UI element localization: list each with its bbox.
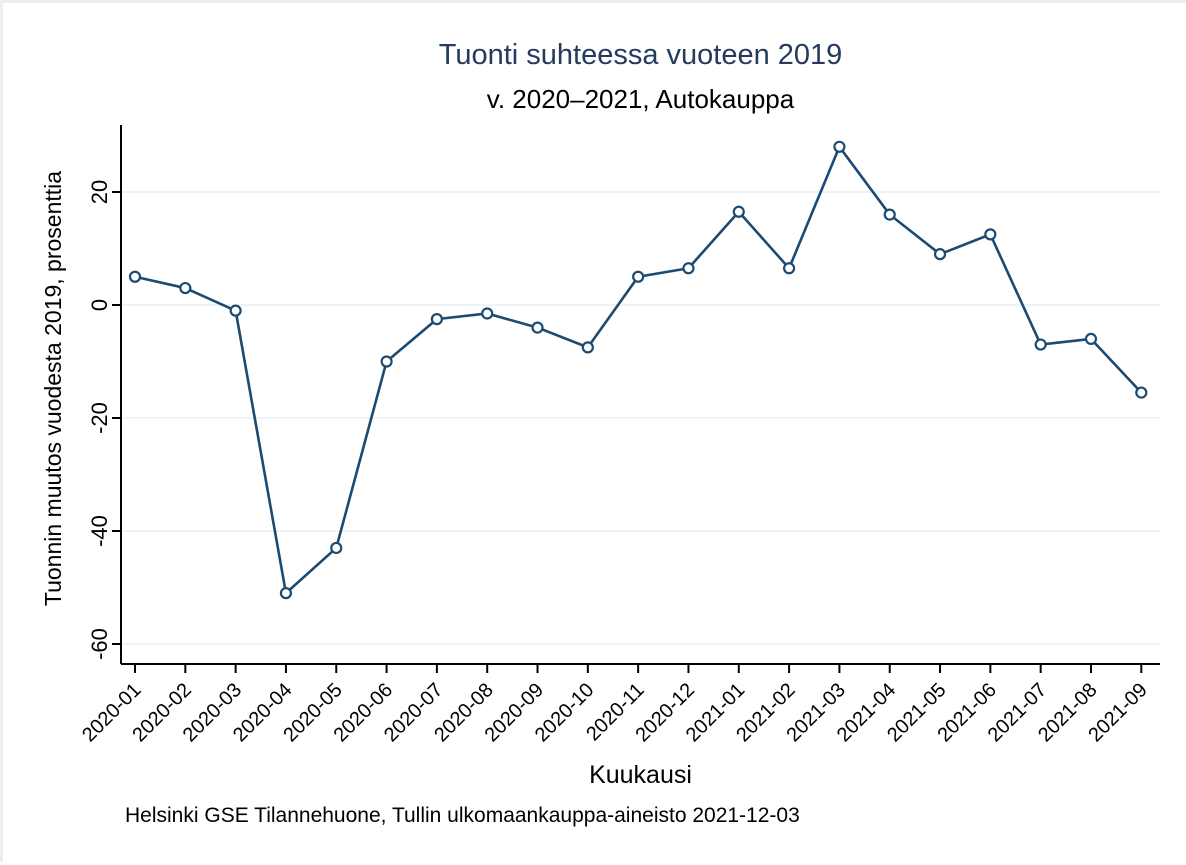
data-line <box>133 145 1143 595</box>
data-point-2020-05 <box>330 541 343 555</box>
y-tick-label: 0 <box>87 299 112 311</box>
data-point-2021-07 <box>1034 338 1047 351</box>
data-point-2020-03 <box>229 304 242 317</box>
data-point-2020-06 <box>380 355 393 368</box>
data-point-2020-12 <box>682 262 695 275</box>
data-point-2020-01 <box>128 270 142 283</box>
plot-area: 200-20-40-602020-012020-022020-032020-04… <box>78 125 1160 746</box>
y-tick-label: -60 <box>87 628 112 660</box>
data-point-2021-05 <box>933 248 947 261</box>
y-tick-label: -20 <box>87 402 112 434</box>
x-axis-title: Kuukausi <box>589 761 692 789</box>
data-point-2020-02 <box>179 281 192 295</box>
data-point-2020-08 <box>481 307 494 320</box>
data-point-2021-01 <box>732 205 745 218</box>
data-point-2020-09 <box>531 321 544 334</box>
data-point-2021-06 <box>984 228 997 241</box>
data-point-2021-02 <box>782 262 796 275</box>
data-point-2020-11 <box>632 270 645 283</box>
data-point-2021-04 <box>883 208 896 221</box>
source-note: Helsinki GSE Tilannehuone, Tullin ulkoma… <box>125 804 800 827</box>
data-point-2020-07 <box>430 313 443 326</box>
chart-subtitle: v. 2020–2021, Autokauppa <box>486 84 795 114</box>
data-point-2021-08 <box>1084 332 1098 345</box>
y-tick-label: 20 <box>87 180 112 204</box>
data-point-2020-10 <box>581 341 594 354</box>
data-point-2021-03 <box>833 140 846 153</box>
chart-title: Tuonti suhteessa vuoteen 2019 <box>438 39 843 71</box>
data-point-2020-04 <box>279 587 293 600</box>
data-point-2021-09 <box>1135 386 1148 399</box>
y-tick-label: -40 <box>87 515 112 547</box>
